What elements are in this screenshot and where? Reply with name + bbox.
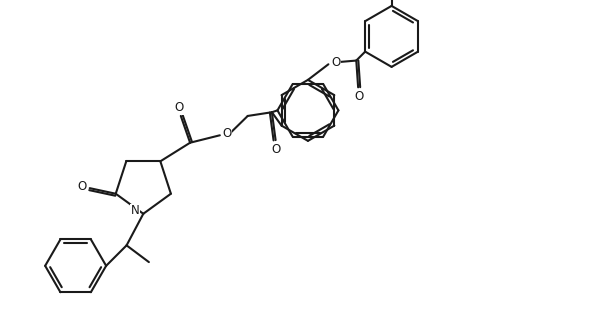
Text: O: O [77,180,86,193]
Text: O: O [222,126,232,140]
Text: O: O [174,101,184,114]
Text: O: O [354,90,363,103]
Text: O: O [272,143,281,155]
Text: O: O [331,56,341,69]
Text: N: N [131,204,139,217]
